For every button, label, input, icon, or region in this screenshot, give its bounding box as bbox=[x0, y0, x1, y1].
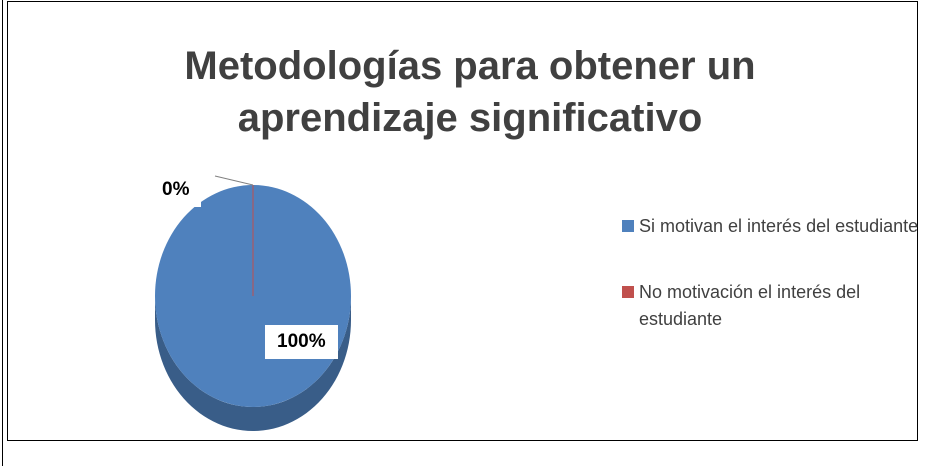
legend-swatch bbox=[622, 220, 634, 232]
legend-label: No motivación el interés del estudiante bbox=[639, 282, 861, 329]
legend-swatch bbox=[622, 286, 634, 298]
legend-item: No motivación el interés del estudiante bbox=[622, 279, 922, 333]
pie-side bbox=[155, 296, 351, 431]
legend-item: Si motivan el interés del estudiante bbox=[622, 213, 922, 240]
data-label: 100% bbox=[265, 325, 338, 359]
frame bbox=[7, 1, 918, 441]
leader-line bbox=[214, 175, 254, 186]
data-label: 0% bbox=[150, 173, 202, 207]
legend-label: Si motivan el interés del estudiante bbox=[639, 216, 919, 236]
chart-title: Metodologías para obtener un aprendizaje… bbox=[184, 44, 756, 140]
frame-line bbox=[2, 0, 3, 466]
